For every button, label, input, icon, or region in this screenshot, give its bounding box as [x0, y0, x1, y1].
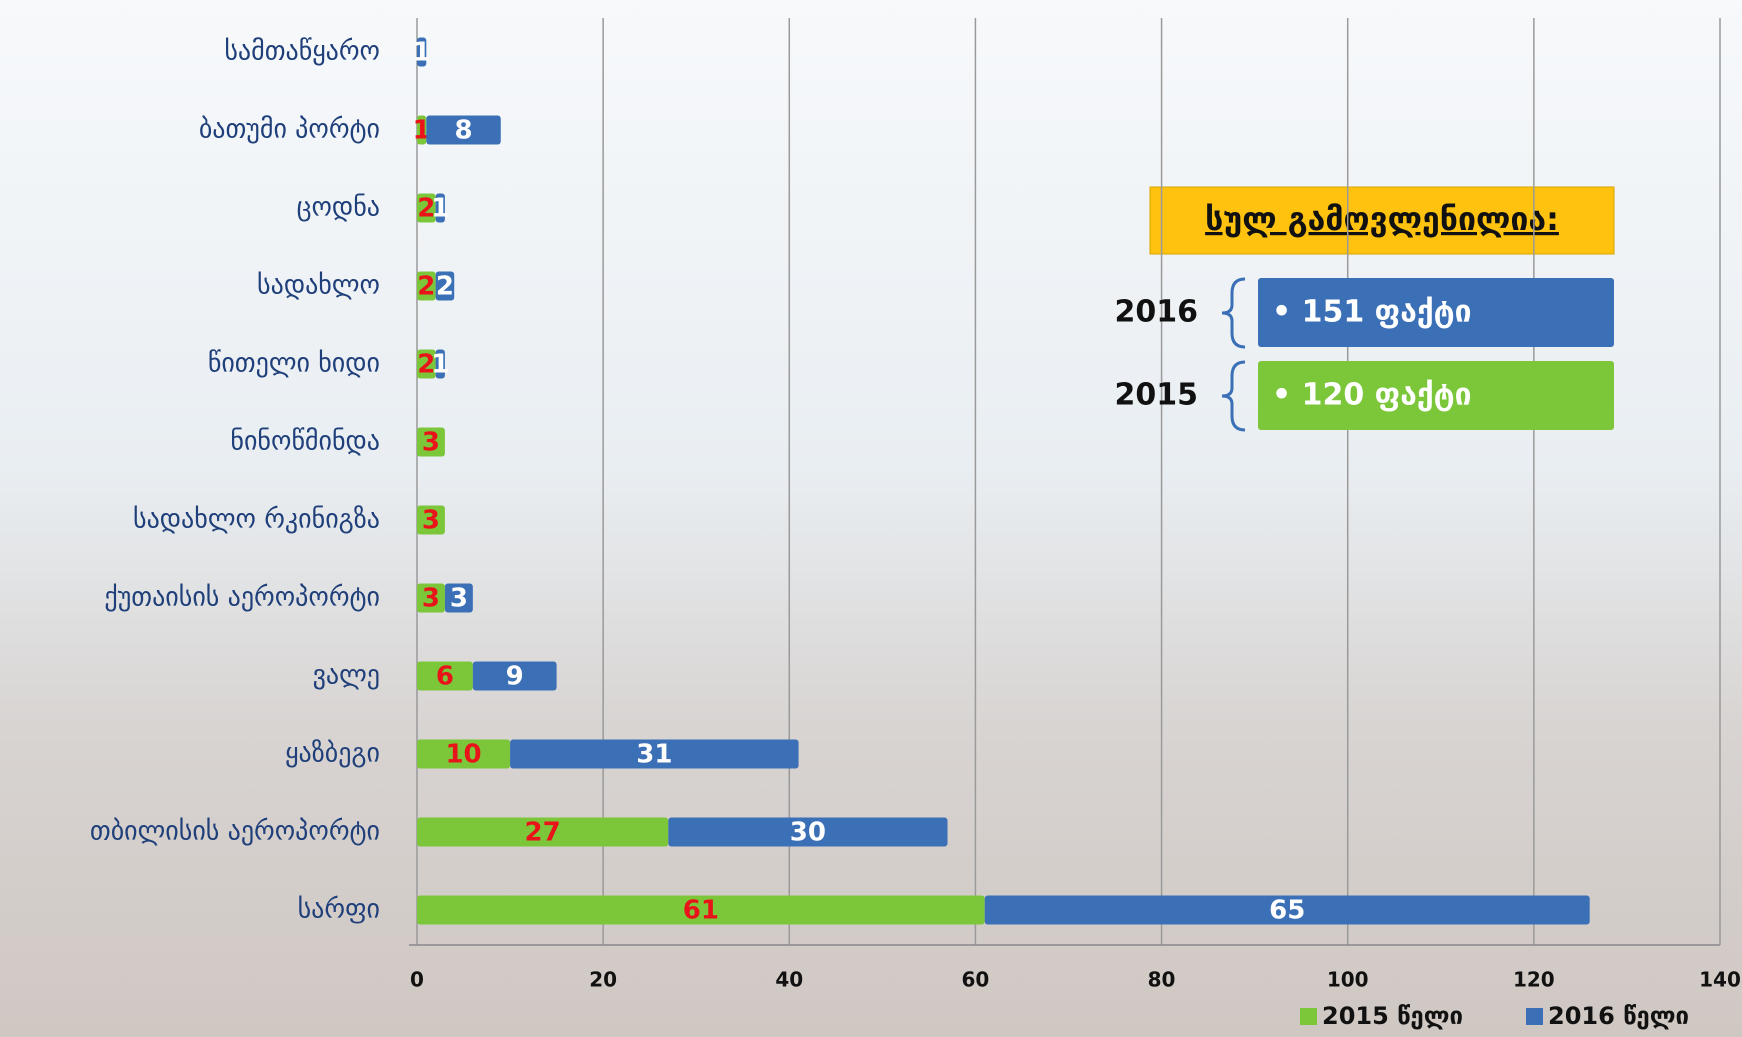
bar — [417, 817, 669, 847]
x-tick-label: 80 — [1148, 968, 1176, 992]
data-label: 65 — [1269, 896, 1305, 926]
category-label: სარფი — [298, 895, 380, 925]
x-tick-label: 100 — [1327, 968, 1369, 992]
data-label: 2 — [436, 272, 454, 302]
data-label: 10 — [445, 740, 481, 770]
data-label: 1 — [431, 194, 449, 224]
data-label: 3 — [422, 506, 440, 536]
data-label: 27 — [525, 818, 561, 848]
bar — [417, 505, 445, 535]
data-label: 3 — [422, 428, 440, 458]
bar — [417, 37, 427, 67]
data-label: 6 — [436, 662, 454, 692]
data-label: 2 — [417, 272, 435, 302]
summary-text: • 120 ფაქტი — [1272, 378, 1472, 413]
data-label: 1 — [413, 38, 431, 68]
data-label: 9 — [506, 662, 524, 692]
x-tick-label: 140 — [1699, 968, 1741, 992]
legend-swatch — [1300, 1008, 1317, 1025]
x-tick-label: 0 — [410, 968, 424, 992]
summary-year: 2016 — [1115, 295, 1199, 330]
bar — [417, 583, 445, 613]
x-tick-label: 40 — [775, 968, 803, 992]
category-label: ქუთაისის აეროპორტი — [104, 583, 380, 613]
x-tick-label: 20 — [589, 968, 617, 992]
category-label: ცოდნა — [297, 193, 380, 223]
category-label: ნინოწმინდა — [230, 427, 380, 457]
data-label: 1 — [431, 350, 449, 380]
bar — [472, 661, 557, 691]
bar — [435, 271, 455, 301]
bar — [510, 739, 799, 769]
bar — [984, 895, 1590, 925]
summary-title-box — [1149, 186, 1615, 255]
summary-year: 2015 — [1115, 378, 1199, 413]
bar — [417, 115, 427, 145]
data-label: 8 — [454, 116, 472, 146]
bar — [668, 817, 948, 847]
data-label: 1 — [413, 116, 431, 146]
summary-title: სულ გამოვლენილია: — [1205, 200, 1559, 238]
data-label: 61 — [683, 896, 719, 926]
bar — [417, 661, 473, 691]
bar — [444, 583, 473, 613]
bar — [435, 193, 445, 223]
summary-box — [1258, 361, 1614, 430]
category-label: სამთაწყარო — [224, 37, 380, 67]
category-label: სადახლო — [257, 271, 380, 301]
bar — [417, 193, 436, 223]
x-tick-label: 120 — [1513, 968, 1555, 992]
x-tick-label: 60 — [962, 968, 990, 992]
data-label: 3 — [422, 584, 440, 614]
bar — [417, 895, 985, 925]
data-label: 2 — [417, 194, 435, 224]
category-label: ვალე — [313, 661, 380, 691]
category-label: ბათუმი პორტი — [199, 115, 380, 145]
legend-label: 2015 წელი — [1322, 1002, 1463, 1030]
data-label: 2 — [417, 350, 435, 380]
bar — [435, 349, 445, 379]
summary-box — [1258, 278, 1614, 347]
category-label: წითელი ხიდი — [208, 349, 380, 379]
brace — [1221, 277, 1246, 349]
legend-label: 2016 წელი — [1548, 1002, 1689, 1030]
bar — [417, 739, 511, 769]
summary-text: • 151 ფაქტი — [1272, 295, 1472, 330]
data-label: 3 — [450, 584, 468, 614]
bar — [426, 115, 501, 145]
category-label: სადახლო რკინიგზა — [133, 505, 380, 535]
data-label: 30 — [790, 818, 826, 848]
bar — [417, 427, 445, 457]
bar — [417, 271, 436, 301]
legend-swatch — [1526, 1008, 1543, 1025]
brace — [1221, 360, 1246, 432]
category-label: თბილისის აეროპორტი — [90, 817, 380, 847]
category-label: ყაზბეგი — [285, 739, 380, 769]
data-label: 31 — [636, 740, 672, 770]
bar — [417, 349, 436, 379]
